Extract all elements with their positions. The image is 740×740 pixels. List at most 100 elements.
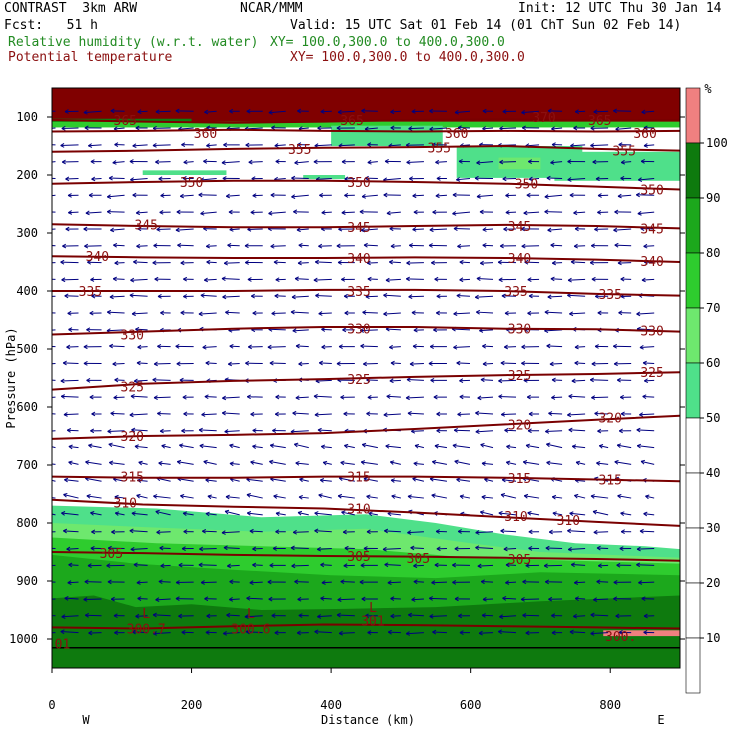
wind-vector-head — [383, 311, 388, 317]
wind-vector-head — [593, 109, 598, 115]
wind-vector — [107, 430, 125, 432]
wind-vector-head — [63, 528, 68, 534]
wind-vector-head — [591, 276, 596, 282]
wind-vector-head — [175, 108, 180, 114]
wind-vector-head — [456, 477, 461, 483]
colorbar-tick-label: 50 — [706, 411, 720, 425]
theta-label: Potential temperature — [8, 50, 173, 65]
wind-vector-head — [252, 193, 257, 198]
wind-vector-head — [42, 143, 46, 147]
wind-vector — [459, 495, 471, 499]
wind-vector-head — [336, 125, 341, 131]
wind-vector — [363, 363, 378, 365]
wind-vector — [482, 363, 494, 365]
wind-vector-head — [64, 477, 69, 483]
wind-vector — [636, 312, 655, 315]
wind-vector — [413, 462, 424, 465]
wind-vector-head — [636, 427, 641, 433]
wind-vector-head — [320, 562, 325, 568]
wind-vector-head — [481, 613, 486, 618]
wind-vector — [137, 597, 148, 600]
wind-vector-head — [431, 459, 437, 465]
wind-vector-head — [428, 361, 433, 366]
rh-label: Relative humidity (w.r.t. water) — [8, 35, 259, 50]
theta-label: 320 — [121, 430, 144, 445]
wind-vector — [155, 598, 171, 601]
wind-vector — [52, 513, 56, 516]
wind-vector-head — [390, 243, 395, 249]
wind-vector — [221, 161, 240, 164]
wind-vector-head — [267, 579, 272, 585]
wind-vector — [290, 547, 309, 550]
wind-vector-head — [459, 277, 464, 283]
wind-vector — [177, 478, 194, 482]
wind-vector-head — [321, 210, 326, 215]
wind-vector — [112, 161, 125, 164]
theta-label: 310 — [557, 514, 580, 529]
wind-vector — [547, 228, 563, 231]
wind-vector-head — [131, 511, 136, 516]
wind-vector — [366, 495, 378, 499]
wind-vector-head — [527, 310, 532, 316]
wind-vector-head — [247, 277, 252, 282]
rh-band-90 — [52, 595, 680, 668]
wind-vector-head — [459, 378, 464, 383]
wind-vector — [64, 479, 79, 482]
wind-vector — [292, 295, 309, 298]
wind-vector-head — [641, 277, 646, 283]
wind-vector-head — [367, 276, 372, 282]
wind-vector-head — [291, 563, 296, 569]
theta-contour-340 — [52, 255, 680, 263]
wind-vector — [298, 262, 309, 264]
wind-vector-head — [612, 343, 618, 349]
wind-vector — [506, 445, 517, 449]
wind-vector-head — [482, 361, 487, 367]
wind-vector-head — [409, 176, 414, 182]
wind-vector — [617, 194, 632, 197]
wind-vector-head — [295, 395, 300, 401]
wind-vector — [228, 363, 240, 365]
wind-vector-head — [320, 109, 325, 114]
wind-vector — [315, 379, 332, 382]
wind-vector — [337, 614, 355, 617]
wind-vector-head — [413, 579, 418, 585]
wind-vector — [320, 597, 332, 600]
wind-vector-head — [110, 596, 115, 602]
wind-vector-head — [411, 597, 416, 602]
wind-vector-head — [344, 545, 349, 551]
wind-vector-head — [83, 226, 88, 232]
colorbar-segment — [685, 252, 701, 309]
wind-vector-head — [435, 159, 440, 165]
wind-vector — [131, 429, 148, 432]
wind-vector-head — [89, 394, 94, 400]
theta-contour-350 — [52, 179, 680, 191]
theta-label: 365 — [340, 114, 363, 129]
theta-label: 365 — [588, 114, 611, 129]
wind-vector — [456, 478, 471, 482]
wind-vector — [68, 461, 79, 465]
wind-vector — [390, 245, 401, 247]
wind-vector-head — [269, 563, 274, 568]
wind-vector — [613, 228, 632, 231]
wind-vector-head — [38, 546, 42, 550]
wind-vector — [574, 362, 586, 364]
wind-vector-head — [224, 509, 230, 515]
wind-vector-head — [39, 277, 43, 281]
wind-vector — [407, 412, 424, 415]
wind-vector-head — [574, 109, 580, 114]
wind-vector-head — [298, 243, 303, 248]
wind-vector — [160, 564, 171, 567]
wind-vector — [298, 244, 309, 247]
wind-vector-head — [85, 460, 90, 465]
wind-vector — [406, 278, 424, 280]
wind-vector — [317, 615, 332, 618]
wind-vector — [226, 614, 240, 617]
wind-vector-head — [482, 596, 487, 602]
wind-vector-head — [619, 394, 624, 400]
colorbar-segment — [685, 197, 701, 254]
wind-vector-head — [409, 361, 414, 367]
wind-vector-head — [527, 428, 532, 434]
wind-vector — [109, 345, 125, 348]
wind-vector-head — [452, 211, 457, 216]
wind-vector — [130, 395, 148, 398]
